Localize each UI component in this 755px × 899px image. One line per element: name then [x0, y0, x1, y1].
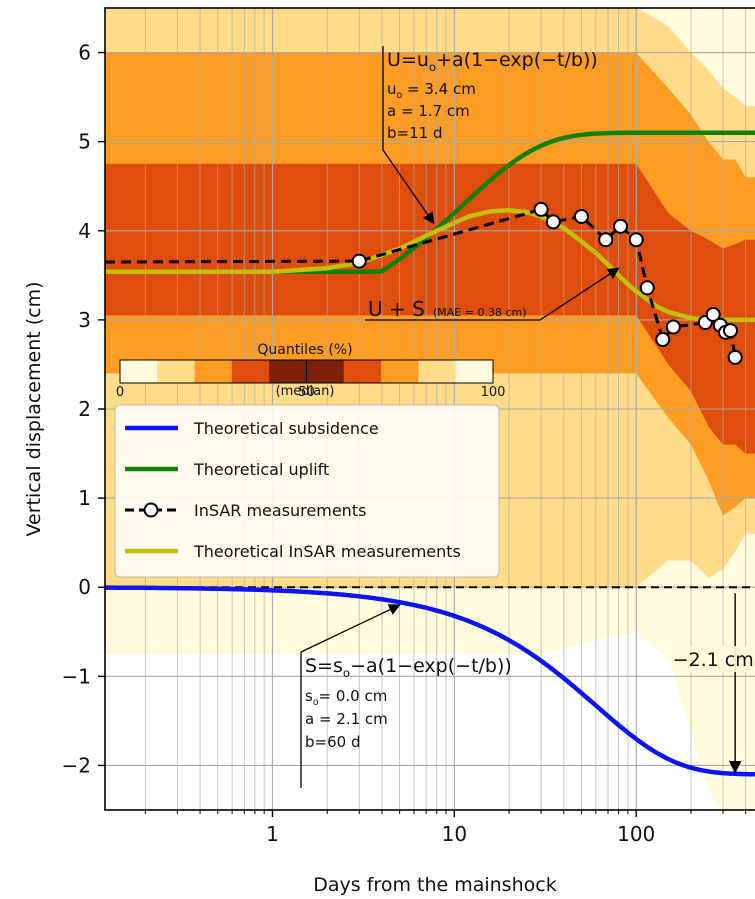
- y-axis-label: Vertical displacement (cm): [23, 281, 45, 536]
- legend-label: Theoretical subsidence: [193, 419, 379, 438]
- y-tick-label: 4: [78, 219, 91, 243]
- legend-entry: Theoretical uplift: [125, 460, 329, 479]
- insar-point: [573, 209, 589, 225]
- y-tick-label: 6: [78, 41, 91, 65]
- colorbar-cell: [343, 360, 382, 383]
- subsidence-formula: S=so−a(1−exp(−t/b)): [305, 655, 512, 680]
- y-tick-label: −1: [62, 664, 91, 688]
- subsidence-param: a = 2.1 cm: [305, 710, 388, 728]
- insar-point: [598, 232, 614, 248]
- legend-box: [114, 404, 500, 578]
- colorbar-cell: [455, 360, 494, 383]
- legend: Theoretical subsidence Theoretical uplift…: [114, 404, 500, 578]
- insar-point: [655, 331, 671, 347]
- delta-label: −2.1 cm: [673, 649, 754, 671]
- insar-arrow: [539, 267, 620, 321]
- legend-marker: [143, 502, 159, 518]
- colorbar-cell: [269, 360, 307, 383]
- uplift-formula: U=uo+a(1−exp(−t/b)): [387, 49, 598, 74]
- x-tick-label: 10: [442, 822, 467, 846]
- insar-point: [533, 201, 549, 217]
- annotations: U=uo+a(1−exp(−t/b)) uo = 3.4 cma = 1.7 cm…: [300, 46, 754, 788]
- legend-label: Theoretical uplift: [193, 460, 329, 479]
- x-axis-label: Days from the mainshock: [313, 874, 556, 896]
- insar-label-mae: (MAE = 0.38 cm): [433, 306, 527, 319]
- series-layer: [105, 130, 755, 777]
- x-tick-label: 1: [266, 822, 279, 846]
- y-tick-label: −2: [62, 753, 91, 777]
- insar-point: [351, 253, 367, 269]
- insar-point: [545, 214, 561, 230]
- y-tick-label: 2: [78, 397, 91, 421]
- colorbar-tick-label: 100: [481, 385, 506, 400]
- insar-point: [727, 349, 743, 365]
- colorbar-cell: [194, 360, 233, 383]
- insar-point: [639, 280, 655, 296]
- colorbar-cell: [120, 360, 158, 383]
- subsidence-param: b=60 d: [305, 733, 360, 751]
- delta-label-bg: [673, 646, 750, 673]
- insar-point: [613, 218, 629, 234]
- quantile-band-4: [105, 163, 755, 454]
- colorbar-tick-label: 0: [116, 385, 124, 400]
- colorbar-cell: [381, 360, 419, 383]
- insar-point: [723, 323, 739, 339]
- colorbar-tick-label: 50: [298, 385, 315, 400]
- y-tick-label: 5: [78, 130, 91, 154]
- colorbar-title: Quantiles (%): [257, 342, 352, 358]
- colorbar-cell: [306, 360, 345, 383]
- legend-label: Theoretical InSAR measurements: [193, 542, 461, 561]
- y-tick-label: 1: [78, 486, 91, 510]
- legend-entry: Theoretical InSAR measurements: [125, 542, 461, 561]
- legend-entries: Theoretical subsidence Theoretical uplift…: [125, 419, 461, 561]
- colorbar-cell: [418, 360, 457, 383]
- x-tick-label: 100: [617, 822, 655, 846]
- insar-point: [665, 319, 681, 335]
- legend-label: InSAR measurements: [194, 501, 366, 520]
- subsidence-arrow: [300, 604, 401, 653]
- uplift-param: a = 1.7 cm: [387, 102, 470, 120]
- uplift-arrow: [382, 149, 435, 225]
- colorbar-cell: [157, 360, 196, 383]
- legend-entry: Theoretical subsidence: [125, 419, 379, 438]
- y-tick-label: 0: [78, 575, 91, 599]
- y-tick-label: 3: [78, 308, 91, 332]
- uplift-param: uo = 3.4 cm: [387, 80, 476, 101]
- quantile-bands: [105, 8, 755, 810]
- colorbar-median-label: (median): [276, 384, 335, 399]
- subsidence-curve: [105, 585, 755, 777]
- colorbar-cells: [119, 359, 494, 384]
- colorbar-ticks: 0 50 100: [116, 385, 506, 400]
- axes: −2 −1 0 1 2 3 4 5 6 1 10 100: [62, 7, 755, 846]
- subsidence-param: so= 0.0 cm: [305, 687, 387, 708]
- insar-point: [705, 307, 721, 323]
- insar-point: [628, 232, 644, 248]
- legend-entry: InSAR measurements: [125, 501, 366, 520]
- quantile-colorbar: Quantiles (%) 0 50 100 (median): [116, 342, 506, 400]
- colorbar-cell: [231, 360, 270, 383]
- uplift-param: b=11 d: [387, 124, 442, 142]
- insar-label-main: U + S: [368, 297, 425, 321]
